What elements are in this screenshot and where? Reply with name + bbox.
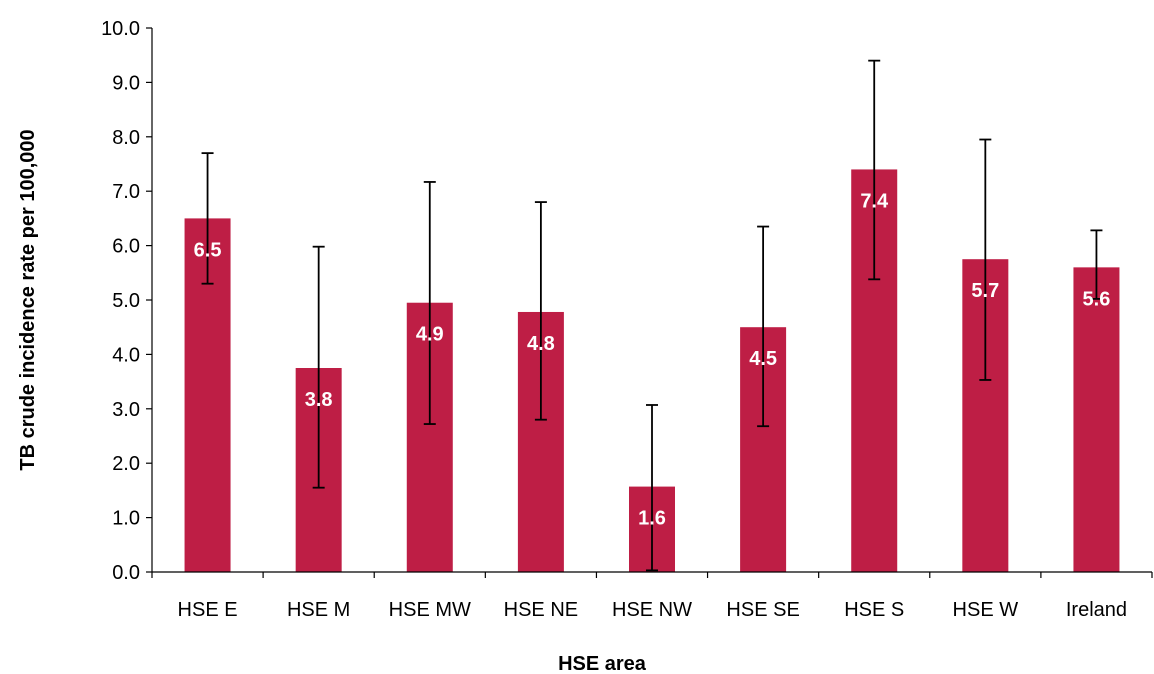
x-tick-label: HSE M — [287, 599, 350, 621]
data-label: 1.6 — [638, 508, 666, 530]
data-label: 3.8 — [305, 389, 333, 411]
error-bar — [1090, 229, 1103, 300]
error-bar — [312, 245, 325, 489]
bar — [1073, 267, 1120, 572]
error-bar — [534, 201, 547, 421]
y-tick-label: 0.0 — [112, 562, 140, 584]
y-tick-label: 5.0 — [112, 290, 140, 312]
data-label: 7.4 — [860, 190, 889, 212]
data-label: 5.7 — [971, 280, 999, 302]
y-tick-label: 1.0 — [112, 508, 140, 530]
y-tick-label: 2.0 — [112, 453, 140, 475]
x-tick-label: HSE W — [953, 599, 1019, 621]
error-bar — [757, 225, 770, 428]
x-axis-title: HSE area — [558, 653, 647, 674]
x-tick-label: HSE NW — [612, 599, 692, 621]
y-tick-label: 3.0 — [112, 399, 140, 421]
x-tick-label: Ireland — [1066, 599, 1127, 621]
data-label: 4.8 — [527, 333, 555, 355]
data-label: 6.5 — [194, 239, 222, 261]
data-label: 4.9 — [416, 324, 444, 346]
bars — [184, 169, 1120, 572]
x-tick-label: HSE E — [178, 599, 238, 621]
x-tick-label: HSE NE — [504, 599, 578, 621]
error-bar — [979, 138, 992, 381]
y-tick-label: 9.0 — [112, 72, 140, 94]
x-axis-ticks: HSE E HSE M HSE MW HSE NE HSE NW HSE SE HSE S H… — [151, 572, 1153, 621]
error-bar — [868, 59, 881, 281]
y-axis-ticks: 0.0 1.0 2.0 3.0 4.0 5.0 6.0 7.0 8.0 9.0 10.0 — [101, 18, 152, 584]
x-tick-label: HSE SE — [726, 599, 799, 621]
y-tick-label: 6.0 — [112, 236, 140, 258]
y-tick-label: 7.0 — [112, 181, 140, 203]
data-label: 5.6 — [1083, 288, 1111, 310]
y-tick-label: 4.0 — [112, 344, 140, 366]
data-labels: 6.5 3.8 4.9 4.8 1.6 4.5 7.4 5.7 5.6 — [194, 190, 1111, 529]
error-bar — [646, 404, 658, 572]
x-tick-label: HSE S — [844, 599, 904, 621]
error-bars — [201, 59, 1103, 572]
error-bar — [423, 181, 436, 425]
x-tick-label: HSE MW — [389, 599, 471, 621]
y-axis-title: TB crude incidence rate per 100,000 — [17, 129, 39, 470]
y-tick-label: 8.0 — [112, 127, 140, 149]
data-label: 4.5 — [749, 348, 777, 370]
error-bar — [201, 152, 214, 285]
y-tick-label: 10.0 — [101, 18, 140, 40]
